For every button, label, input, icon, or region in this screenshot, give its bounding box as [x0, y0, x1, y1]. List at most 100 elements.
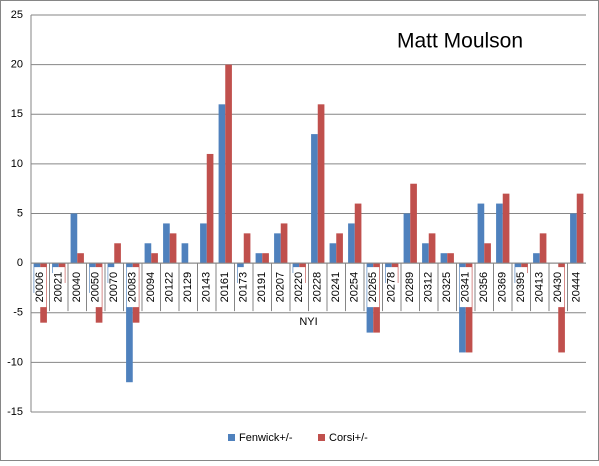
x-tick-label-bg	[330, 267, 343, 308]
x-tick-label: 20356	[478, 272, 490, 303]
x-tick-label-bg	[533, 267, 546, 308]
x-tick-label-bg	[570, 267, 583, 308]
x-tick-label: 20312	[423, 272, 435, 303]
bar	[422, 243, 429, 264]
x-tick-label-bg	[293, 267, 306, 308]
x-tick-label: 20254	[349, 272, 361, 303]
x-tick-label-bg	[108, 267, 121, 308]
bar	[144, 243, 152, 264]
bar	[225, 64, 232, 264]
bar	[558, 263, 565, 353]
bar	[329, 243, 337, 264]
bar	[181, 243, 189, 264]
x-tick-label-bg	[404, 267, 417, 308]
x-tick-label-bg	[89, 267, 102, 308]
bar	[570, 213, 577, 264]
x-tick-label-bg	[496, 267, 509, 308]
bar	[403, 213, 411, 264]
y-tick-label: -5	[13, 307, 23, 319]
x-tick-label-bg	[348, 267, 361, 308]
bar	[317, 104, 325, 264]
bar	[410, 183, 417, 264]
y-tick-label: 20	[11, 59, 23, 71]
bar	[169, 233, 177, 264]
bar	[576, 193, 584, 264]
legend-label: Corsi+/-	[329, 432, 368, 444]
x-tick-label: 20430	[552, 272, 564, 303]
x-tick-label-bg	[274, 267, 287, 308]
y-tick-label: 0	[17, 257, 23, 269]
x-tick-label: 20161	[219, 272, 231, 303]
x-tick-label-bg	[256, 267, 269, 308]
x-tick-label-bg	[71, 267, 84, 308]
x-tick-label-bg	[441, 267, 454, 308]
x-tick-label: 20444	[571, 272, 583, 303]
y-tick-label: 15	[11, 108, 23, 120]
bar	[262, 253, 269, 264]
bar	[243, 233, 251, 264]
x-tick-label-bg	[311, 267, 324, 308]
x-tick-label-bg	[163, 267, 176, 308]
x-tick-label: 20369	[497, 272, 509, 303]
legend-swatch	[318, 434, 325, 441]
bar	[533, 253, 540, 264]
x-tick-label-bg	[237, 267, 250, 308]
bar	[484, 243, 491, 264]
chart-title: Matt Moulson	[397, 30, 523, 53]
bar	[459, 263, 466, 353]
bar	[206, 153, 214, 264]
x-tick-label: 20395	[515, 272, 527, 303]
x-tick-label-bg	[422, 267, 435, 308]
bar	[428, 233, 436, 264]
bar	[502, 193, 510, 264]
bar	[477, 203, 485, 264]
x-tick-label: 20341	[460, 272, 472, 303]
bar	[539, 233, 547, 264]
bar	[280, 223, 288, 264]
bar	[348, 223, 355, 264]
group-label-bg	[296, 315, 321, 330]
group-label: NYI	[299, 316, 317, 328]
bar	[336, 233, 343, 264]
y-tick-label: 5	[17, 207, 23, 219]
bar	[126, 263, 133, 383]
bar	[163, 223, 170, 264]
x-tick-label: 20325	[441, 272, 453, 303]
bar	[77, 253, 84, 264]
x-tick-label: 20129	[182, 272, 194, 303]
bar	[200, 223, 207, 264]
x-tick-label-bg	[145, 267, 158, 308]
x-tick-label-bg	[200, 267, 213, 308]
x-tick-label-bg	[459, 267, 472, 308]
bar	[255, 253, 263, 264]
x-tick-label-bg	[515, 267, 528, 308]
x-tick-label-bg	[52, 267, 65, 308]
y-tick-label: -15	[7, 406, 23, 418]
x-tick-label: 20207	[275, 272, 287, 303]
x-tick-label-bg	[478, 267, 491, 308]
x-tick-label: 20413	[534, 272, 546, 303]
bar	[447, 253, 454, 264]
x-tick-label: 20083	[127, 272, 139, 303]
bar	[311, 134, 318, 264]
x-tick-label-bg	[126, 267, 139, 308]
bar	[440, 253, 448, 264]
x-tick-label: 20289	[404, 272, 416, 303]
x-tick-label: 20241	[330, 272, 342, 303]
y-tick-label: 10	[11, 158, 23, 170]
bar	[354, 203, 362, 264]
x-tick-label: 20006	[34, 272, 46, 303]
bar	[496, 203, 503, 264]
bar	[274, 233, 281, 264]
x-tick-label-bg	[367, 267, 380, 308]
x-tick-label: 20265	[367, 272, 379, 303]
bar	[218, 104, 226, 264]
x-tick-label: 20021	[53, 272, 65, 303]
x-tick-label-bg	[385, 267, 398, 308]
x-tick-label: 20122	[164, 272, 176, 303]
x-tick-label-bg	[552, 267, 565, 308]
y-tick-label: 25	[11, 9, 23, 21]
bar	[465, 263, 473, 353]
x-tick-label: 20278	[386, 272, 398, 303]
bar	[70, 213, 78, 264]
